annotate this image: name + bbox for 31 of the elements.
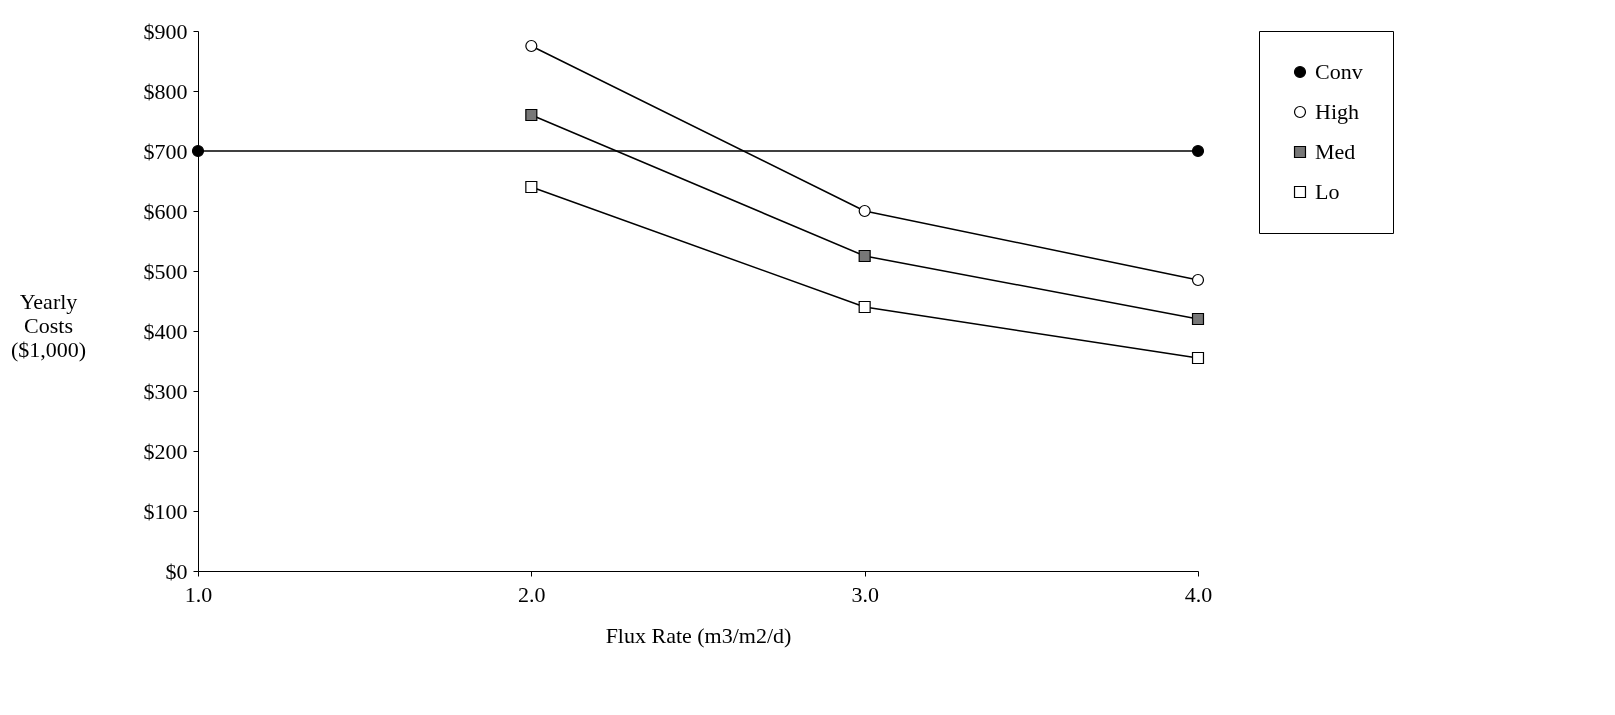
x-tick-label: 4.0 [1184, 581, 1213, 607]
legend-label: Lo [1315, 179, 1340, 204]
x-tick-label: 1.0 [184, 581, 213, 607]
point [858, 300, 871, 314]
point [1191, 144, 1205, 158]
y-tick-label: $100 [143, 498, 188, 524]
point [1191, 351, 1205, 365]
point [525, 108, 538, 122]
point [191, 144, 205, 158]
point [858, 249, 871, 263]
x-tick-label: 3.0 [851, 581, 879, 607]
y-tick-label: $400 [143, 318, 188, 344]
legend-label: High [1315, 99, 1359, 124]
y-tick-label: $800 [143, 78, 188, 104]
y-tick-label: $700 [143, 138, 188, 164]
y-tick-label: $900 [143, 18, 188, 44]
y-tick-label: $200 [143, 438, 188, 464]
y-tick-label: $0 [165, 558, 188, 584]
point [525, 39, 538, 53]
y-tick-label: $600 [143, 198, 188, 224]
y-tick-label: $500 [143, 258, 188, 284]
y-axis-title: Yearly Costs ($1,000) [10, 288, 87, 362]
x-tick-label: 2.0 [518, 581, 546, 607]
legend-label: Med [1315, 139, 1356, 164]
point [1191, 312, 1205, 326]
point [1191, 273, 1205, 287]
y-tick-label: $300 [143, 378, 188, 404]
point [525, 180, 538, 194]
point [858, 204, 871, 218]
x-axis-title: Flux Rate (m3/m2/d) [605, 622, 792, 648]
legend-label: Conv [1315, 59, 1363, 84]
